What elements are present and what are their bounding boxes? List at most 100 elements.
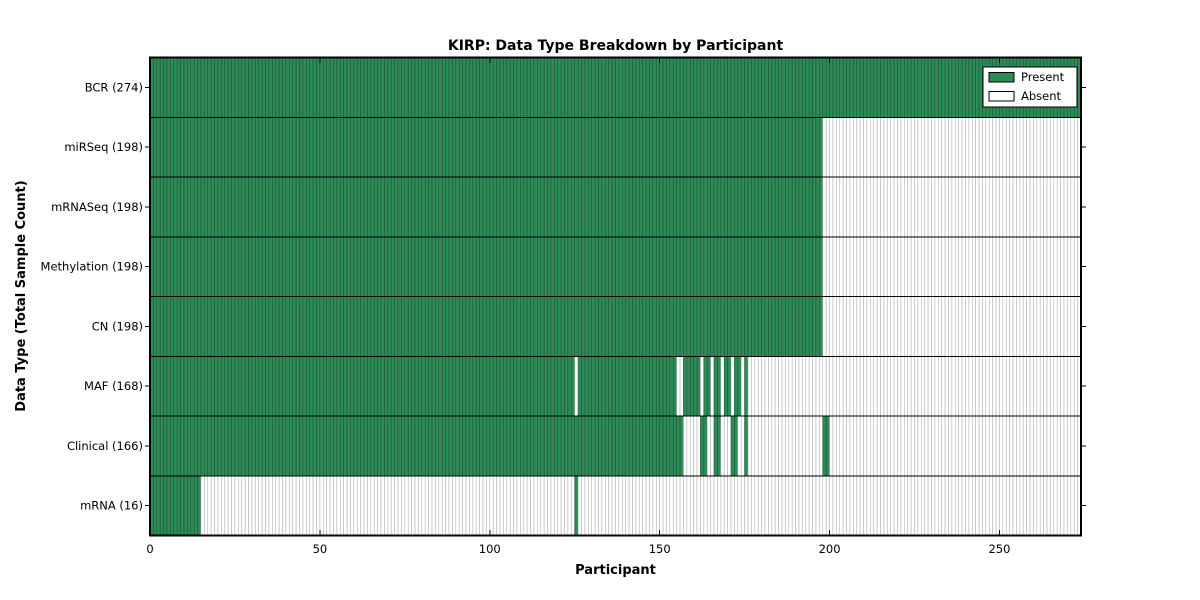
- heatmap-cell: [380, 415, 385, 477]
- heatmap-cell: [1063, 475, 1068, 536]
- heatmap-cell: [982, 116, 987, 178]
- heatmap-cell: [941, 236, 946, 297]
- heatmap-row-CN: [149, 296, 1082, 357]
- heatmap-cell: [496, 116, 501, 178]
- heatmap-cell: [836, 355, 841, 417]
- heatmap-cell: [961, 475, 966, 536]
- heatmap-cell: [880, 116, 885, 178]
- heatmap-cell: [166, 415, 171, 477]
- heatmap-cell: [475, 116, 480, 178]
- x-tick-label: 50: [313, 542, 328, 556]
- heatmap-cell: [305, 415, 310, 477]
- heatmap-cell: [601, 57, 606, 118]
- heatmap-cell: [509, 236, 514, 297]
- heatmap-cell: [655, 176, 660, 238]
- heatmap-cell: [248, 176, 253, 238]
- heatmap-cell: [1043, 236, 1048, 297]
- heatmap-cell: [1063, 176, 1068, 238]
- heatmap-cell: [221, 355, 226, 417]
- heatmap-cell: [448, 296, 453, 357]
- heatmap-cell: [540, 415, 545, 477]
- heatmap-cell: [853, 116, 858, 178]
- heatmap-cell: [1009, 176, 1014, 238]
- heatmap-cell: [472, 176, 477, 238]
- heatmap-cell: [503, 57, 508, 118]
- heatmap-cell: [1029, 236, 1034, 297]
- heatmap-cell: [312, 116, 317, 178]
- heatmap-cell: [441, 475, 446, 536]
- heatmap-cell: [520, 57, 525, 118]
- heatmap-cell: [982, 176, 987, 238]
- heatmap-cell: [839, 57, 844, 118]
- heatmap-cell: [591, 176, 596, 238]
- heatmap-cell: [700, 415, 705, 477]
- heatmap-cell: [1067, 415, 1072, 477]
- heatmap-cell: [941, 176, 946, 238]
- heatmap-cell: [999, 236, 1004, 297]
- heatmap-cell: [778, 415, 783, 477]
- heatmap-cell: [207, 236, 212, 297]
- heatmap-cell: [666, 415, 671, 477]
- heatmap-cell: [1022, 176, 1027, 238]
- heatmap-cell: [224, 57, 229, 118]
- heatmap-cell: [1046, 116, 1051, 178]
- heatmap-cell: [638, 116, 643, 178]
- heatmap-cell: [214, 116, 219, 178]
- heatmap-cell: [669, 475, 674, 536]
- heatmap-cell: [557, 236, 562, 297]
- heatmap-cell: [611, 475, 616, 536]
- heatmap-cell: [431, 355, 436, 417]
- legend-present-swatch: [988, 72, 1015, 83]
- heatmap-cell: [649, 415, 654, 477]
- heatmap-cell: [234, 296, 239, 357]
- heatmap-cell: [638, 296, 643, 357]
- heatmap-cell: [836, 296, 841, 357]
- heatmap-cell: [526, 475, 531, 536]
- heatmap-cell: [278, 355, 283, 417]
- heatmap-cell: [577, 475, 582, 536]
- heatmap-cell: [380, 296, 385, 357]
- heatmap-cell: [689, 236, 694, 297]
- heatmap-cell: [156, 57, 161, 118]
- heatmap-cell: [571, 415, 576, 477]
- heatmap-cell: [414, 236, 419, 297]
- heatmap-cell: [717, 116, 722, 178]
- row-labels: BCR (274)miRSeq (198)mRNASeq (198)Methyl…: [41, 80, 143, 512]
- heatmap-cell: [465, 57, 470, 118]
- heatmap-cell: [754, 415, 759, 477]
- heatmap-cell: [197, 475, 202, 536]
- heatmap-cell: [734, 57, 739, 118]
- heatmap-cell: [401, 57, 406, 118]
- heatmap-cell: [808, 57, 813, 118]
- heatmap-cell: [876, 296, 881, 357]
- heatmap-cell: [839, 296, 844, 357]
- heatmap-cell: [356, 415, 361, 477]
- heatmap-cell: [268, 415, 273, 477]
- heatmap-cell: [173, 57, 178, 118]
- heatmap-cell: [992, 296, 997, 357]
- heatmap-cell: [608, 176, 613, 238]
- heatmap-cell: [550, 176, 555, 238]
- heatmap-cell: [241, 57, 246, 118]
- heatmap-cell: [723, 355, 728, 417]
- heatmap-cell: [1036, 296, 1041, 357]
- heatmap-cell: [571, 57, 576, 118]
- heatmap-cell: [479, 355, 484, 417]
- heatmap-cell: [853, 475, 858, 536]
- heatmap-cell: [999, 475, 1004, 536]
- heatmap-cell: [635, 475, 640, 536]
- heatmap-cell: [1070, 236, 1075, 297]
- heatmap-cell: [217, 355, 222, 417]
- heatmap-cell: [798, 116, 803, 178]
- heatmap-cell: [187, 475, 192, 536]
- heatmap-cell: [278, 475, 283, 536]
- heatmap-cell: [666, 57, 671, 118]
- heatmap-cell: [424, 176, 429, 238]
- heatmap-cell: [424, 415, 429, 477]
- heatmap-cell: [380, 236, 385, 297]
- heatmap-cell: [278, 296, 283, 357]
- heatmap-cell: [506, 415, 511, 477]
- heatmap-cell: [802, 57, 807, 118]
- heatmap-cell: [373, 57, 378, 118]
- heatmap-cell: [384, 296, 389, 357]
